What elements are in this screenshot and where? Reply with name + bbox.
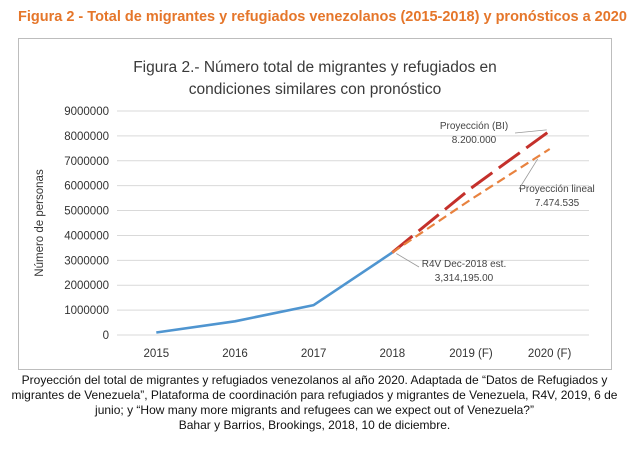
annotation-bi-label: Proyección (BI) (440, 121, 508, 132)
y-tick-label: 6000000 (64, 181, 109, 193)
y-tick-label: 8000000 (64, 131, 109, 143)
x-tick-label: 2019 (F) (449, 348, 493, 360)
y-tick-label: 1000000 (64, 305, 109, 317)
x-tick-label: 2015 (144, 348, 170, 360)
annotation-r4v-label: R4V Dec-2018 est. (422, 259, 507, 270)
chart-container: Figura 2.- Número total de migrantes y r… (18, 38, 612, 370)
x-tick-label: 2017 (301, 348, 327, 360)
annotation-lineal-label: Proyección lineal (519, 184, 595, 195)
x-tick-label: 2018 (380, 348, 406, 360)
x-tick-label: 2016 (222, 348, 248, 360)
y-axis-label: Número de personas (34, 169, 46, 277)
y-tick-label: 3000000 (64, 255, 109, 267)
caption-line: Proyección del total de migrantes y refu… (21, 373, 608, 387)
figure-title: Figura 2 - Total de migrantes y refugiad… (18, 9, 627, 25)
annotation-bi-leader (514, 129, 547, 134)
caption-line: migrantes de Venezuela”, Plataforma de c… (11, 388, 618, 402)
y-tick-label: 4000000 (64, 230, 109, 242)
annotation-lineal-value: 7.474.535 (535, 198, 580, 209)
figure-caption: Proyección del total de migrantes y refu… (4, 373, 625, 433)
series-line-historical (156, 251, 394, 334)
x-tick-label: 2020 (F) (528, 348, 572, 360)
chart-title-line: Figura 2.- Número total de migrantes y r… (133, 59, 497, 76)
annotation-r4v-value: 3,314,195.00 (435, 273, 494, 284)
annotation-r4v-leader (396, 253, 420, 268)
y-tick-label: 7000000 (64, 156, 109, 168)
y-tick-label: 9000000 (64, 106, 109, 118)
annotation-lineal-leader (518, 158, 539, 190)
y-tick-label: 5000000 (64, 206, 109, 218)
caption-line: Bahar y Barrios, Brookings, 2018, 10 de … (178, 418, 451, 432)
caption-line: junio; y “How many more migrants and ref… (95, 403, 534, 417)
series-line-projection-lineal (391, 148, 551, 254)
y-tick-label: 2000000 (64, 280, 109, 292)
line-chart: Figura 2.- Número total de migrantes y r… (34, 59, 595, 360)
y-tick-label: 0 (103, 330, 109, 342)
chart-title-line: condiciones similares con pronóstico (189, 81, 441, 98)
annotation-bi-value: 8.200.000 (452, 135, 497, 146)
